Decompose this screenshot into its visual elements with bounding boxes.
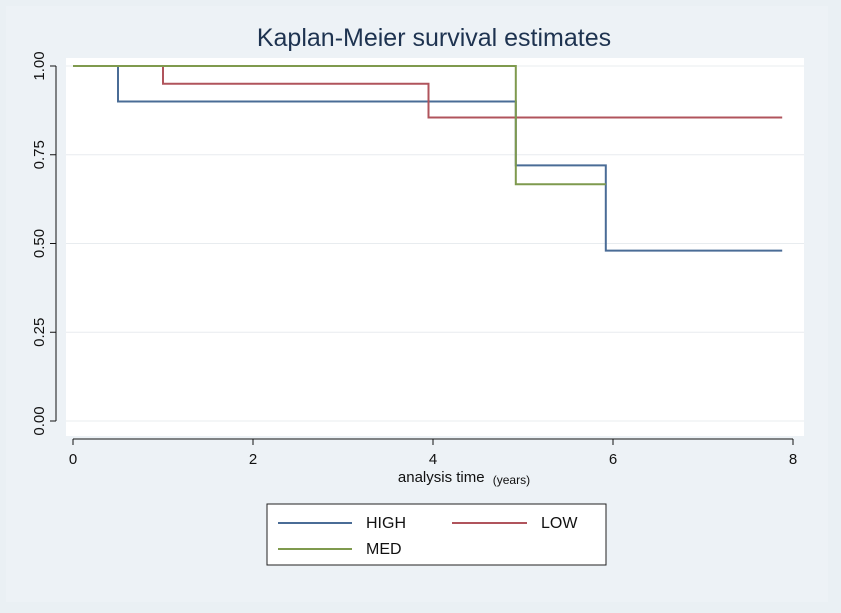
y-tick-label-0: 0.00 [31,406,48,435]
x-tick-label-0: 0 [69,451,77,468]
legend-label-high: HIGH [366,515,406,532]
legend-label-med: MED [366,541,402,558]
plot-area [66,58,804,436]
y-tick-label-2: 0.50 [31,229,48,258]
chart-background: Kaplan-Meier survival estimates 0.00 0.25… [6,6,828,602]
y-tick-label-3: 0.75 [31,140,48,169]
x-tick-label-4: 8 [789,451,797,468]
legend-label-low: LOW [541,515,578,532]
x-axis-title: analysis time (years) [398,469,530,487]
x-axis-label: analysis time [398,469,485,486]
x-tick-label-1: 2 [249,451,257,468]
chart-title: Kaplan-Meier survival estimates [257,24,611,52]
legend: HIGH LOW MED [266,503,607,566]
x-axis-unit: (years) [493,473,530,487]
y-tick-label-1: 0.25 [31,318,48,347]
y-tick-label-4: 1.00 [31,51,48,80]
x-tick-label-3: 6 [609,451,617,468]
series-line-med [73,65,606,186]
series-group [73,65,783,252]
x-tick-label-2: 4 [429,451,437,468]
legend-box [266,503,607,566]
axes-group: 0.00 0.25 0.50 0.75 1.00 0 2 4 6 8 [31,51,797,468]
km-chart: Kaplan-Meier survival estimates 0.00 0.25… [31,24,804,566]
